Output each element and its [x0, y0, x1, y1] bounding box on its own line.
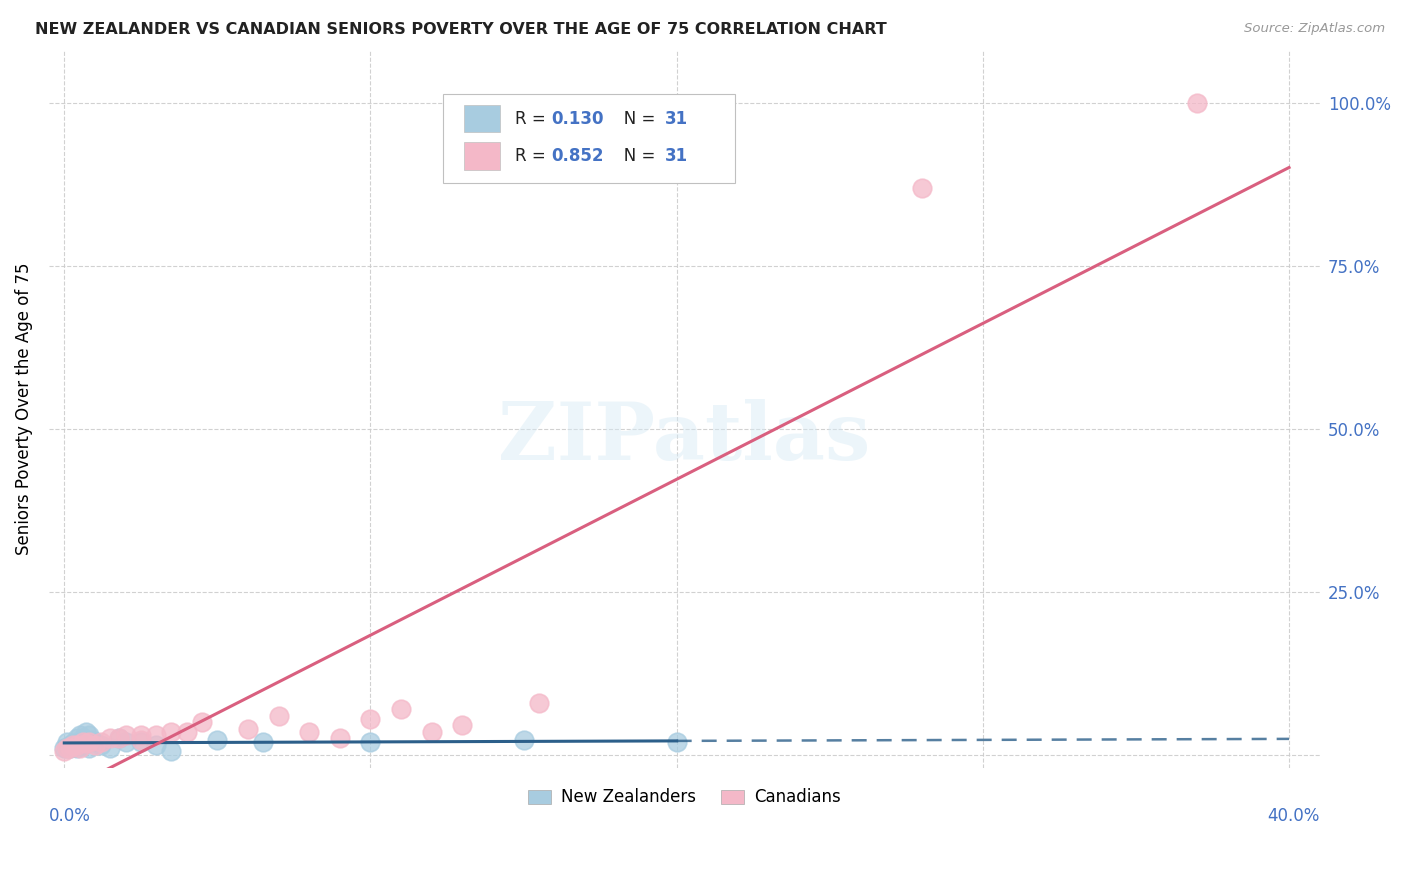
- Point: [451, 718, 474, 732]
- Point: [65, 741, 87, 756]
- Point: [98, 741, 121, 756]
- Point: [62, 738, 84, 752]
- Legend: New Zealanders, Canadians: New Zealanders, Canadians: [522, 781, 848, 814]
- Point: [72, 731, 94, 746]
- Point: [69, 734, 91, 748]
- Point: [56, 741, 79, 756]
- Point: [267, 708, 290, 723]
- Bar: [464, 105, 501, 132]
- Point: [129, 734, 152, 748]
- Point: [59, 741, 82, 756]
- Point: [80, 733, 103, 747]
- Point: [114, 728, 136, 742]
- Point: [359, 712, 381, 726]
- Point: [75, 736, 97, 750]
- Point: [53, 741, 76, 756]
- Point: [160, 744, 183, 758]
- Point: [420, 724, 443, 739]
- Point: [527, 696, 550, 710]
- Point: [83, 734, 105, 748]
- Point: [69, 728, 91, 742]
- Text: N =: N =: [607, 147, 661, 165]
- Text: 0.0%: 0.0%: [49, 807, 91, 825]
- Point: [389, 702, 412, 716]
- Point: [83, 738, 105, 752]
- Point: [108, 731, 131, 746]
- Point: [512, 733, 534, 747]
- Y-axis label: Seniors Poverty Over the Age of 75: Seniors Poverty Over the Age of 75: [15, 263, 32, 556]
- Point: [145, 728, 167, 742]
- Point: [298, 724, 321, 739]
- Point: [176, 724, 198, 739]
- Point: [329, 731, 352, 746]
- Point: [77, 741, 100, 756]
- Point: [56, 741, 79, 756]
- Text: Source: ZipAtlas.com: Source: ZipAtlas.com: [1244, 22, 1385, 36]
- Point: [56, 734, 79, 748]
- Text: 0.130: 0.130: [551, 110, 603, 128]
- Point: [160, 724, 183, 739]
- Point: [108, 731, 131, 746]
- Point: [145, 738, 167, 752]
- Text: 40.0%: 40.0%: [1267, 807, 1320, 825]
- Point: [53, 744, 76, 758]
- Point: [72, 738, 94, 752]
- Point: [77, 734, 100, 748]
- Point: [77, 728, 100, 742]
- Text: NEW ZEALANDER VS CANADIAN SENIORS POVERTY OVER THE AGE OF 75 CORRELATION CHART: NEW ZEALANDER VS CANADIAN SENIORS POVERT…: [35, 22, 887, 37]
- Point: [1185, 95, 1208, 110]
- Point: [129, 728, 152, 742]
- Point: [59, 741, 82, 756]
- Point: [72, 734, 94, 748]
- Point: [236, 722, 259, 736]
- Point: [75, 734, 97, 748]
- Point: [207, 733, 229, 747]
- Point: [69, 741, 91, 756]
- Point: [359, 734, 381, 748]
- Point: [75, 724, 97, 739]
- Point: [62, 739, 84, 754]
- Text: N =: N =: [607, 110, 661, 128]
- Text: ZIPatlas: ZIPatlas: [498, 399, 870, 477]
- Point: [252, 734, 274, 748]
- Text: 31: 31: [665, 147, 689, 165]
- Bar: [464, 143, 501, 169]
- Point: [90, 738, 112, 752]
- Text: 31: 31: [665, 110, 689, 128]
- Point: [59, 738, 82, 752]
- Point: [65, 731, 87, 746]
- Point: [98, 731, 121, 746]
- Text: 0.852: 0.852: [551, 147, 603, 165]
- Text: R =: R =: [516, 110, 551, 128]
- FancyBboxPatch shape: [443, 94, 735, 184]
- Point: [114, 734, 136, 748]
- Point: [62, 736, 84, 750]
- Text: R =: R =: [516, 147, 551, 165]
- Point: [129, 733, 152, 747]
- Point: [65, 738, 87, 752]
- Point: [191, 715, 214, 730]
- Point: [90, 734, 112, 748]
- Point: [910, 180, 932, 194]
- Point: [665, 734, 688, 748]
